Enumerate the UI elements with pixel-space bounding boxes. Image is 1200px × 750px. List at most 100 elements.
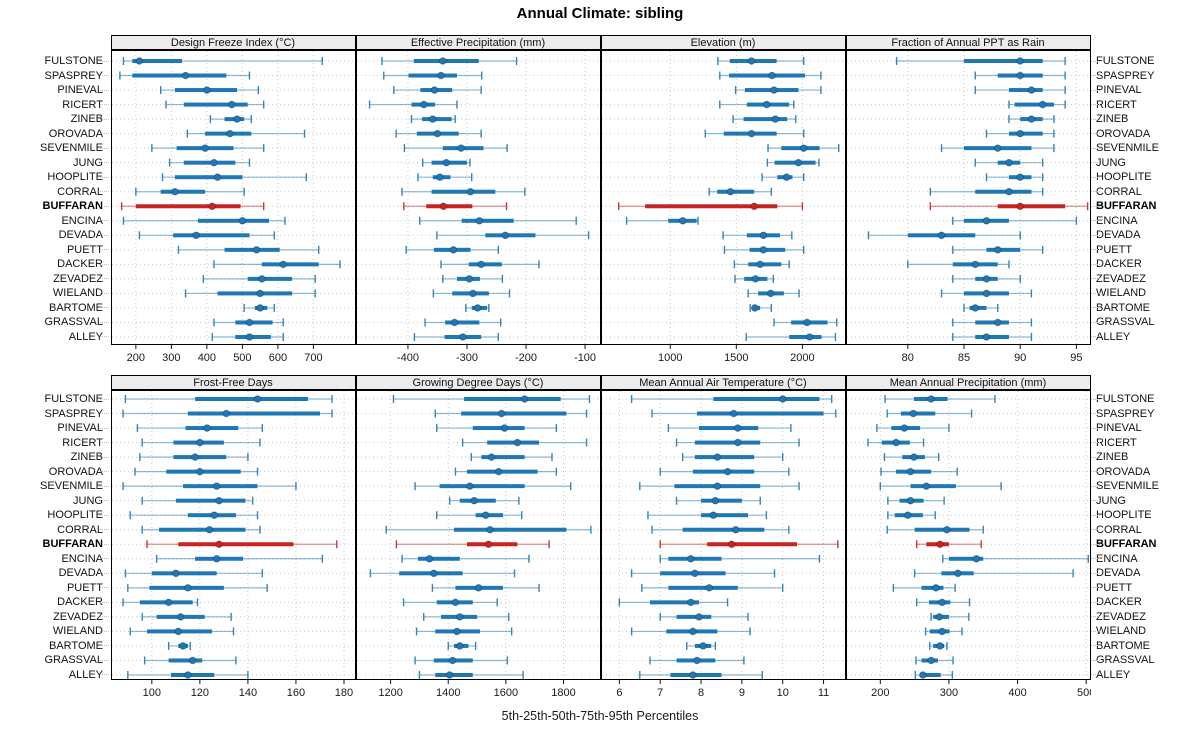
row-tick-left <box>100 442 109 444</box>
median-dot <box>448 656 456 665</box>
percentile-row <box>630 395 832 403</box>
percentile-row <box>155 554 323 563</box>
row-tick-right <box>1091 292 1100 294</box>
row-tick-left <box>100 321 109 323</box>
percentile-row <box>681 453 783 462</box>
median-dot <box>690 569 699 578</box>
row-tick-right <box>1091 176 1100 178</box>
panel-strip: Mean Annual Precipitation (mm) <box>845 375 1091 390</box>
row-tick-left <box>100 471 109 473</box>
median-dot <box>487 453 495 461</box>
station-label-right: SPASPREY <box>1096 407 1155 420</box>
median-dot <box>485 525 494 534</box>
row-tick-right <box>1091 456 1100 458</box>
median-dot <box>255 304 264 312</box>
station-label-right: ZEVADEZ <box>1096 610 1146 623</box>
station-label-left: ALLEY <box>68 668 103 681</box>
median-dot <box>520 395 528 403</box>
station-label-right: OROVADA <box>1096 127 1151 140</box>
station-label-left: SPASPREY <box>44 69 104 82</box>
station-label-right: BUFFARAN <box>1096 200 1157 213</box>
median-dot <box>500 424 508 432</box>
percentile-row <box>915 598 970 607</box>
median-dot <box>178 642 187 650</box>
percentile-row <box>928 641 948 650</box>
median-dot <box>749 202 758 211</box>
median-dot <box>942 525 951 534</box>
station-label-left: BUFFARAN <box>42 538 104 551</box>
median-dot <box>425 554 433 563</box>
panel-plot: 6 7 8 9 10 11 <box>600 390 846 699</box>
median-dot <box>501 231 509 240</box>
median-dot <box>473 304 481 312</box>
median-dot <box>931 584 940 592</box>
median-dot <box>436 71 445 80</box>
median-dot <box>694 613 703 621</box>
percentile-row <box>418 670 524 679</box>
percentile-row <box>143 656 237 665</box>
percentile-row <box>435 424 557 433</box>
row-tick-left <box>100 104 109 106</box>
row-tick-right <box>1091 572 1100 574</box>
station-label-left: SEVENMILE <box>40 480 103 493</box>
percentile-row <box>410 115 456 124</box>
median-dot <box>170 187 179 196</box>
station-label-left: DACKER <box>57 258 103 271</box>
row-tick-right <box>1091 278 1100 280</box>
percentile-row <box>136 424 263 433</box>
percentile-row <box>369 569 515 578</box>
percentile-row <box>914 656 954 665</box>
x-tick-label: 160 <box>286 687 304 699</box>
median-dot <box>191 231 200 240</box>
median-dot <box>805 333 813 341</box>
median-dot <box>762 100 771 109</box>
station-label-left: BARTOME <box>49 639 103 652</box>
station-label-right: PINEVAL <box>1096 84 1142 97</box>
row-tick-left <box>100 249 109 251</box>
median-dot <box>430 86 438 94</box>
median-dot <box>802 318 811 327</box>
median-dot <box>278 260 287 269</box>
percentile-row <box>167 641 191 650</box>
median-dot <box>751 275 759 283</box>
panel-strip-title: Mean Annual Air Temperature (°C) <box>639 377 807 389</box>
row-tick-left <box>100 307 109 309</box>
percentile-row <box>929 612 970 621</box>
median-dot <box>799 144 808 152</box>
percentile-row <box>659 467 790 476</box>
percentile-row <box>392 395 590 403</box>
row-tick-left <box>100 191 109 193</box>
percentile-row <box>145 540 337 549</box>
x-tick-label: 8 <box>697 687 703 699</box>
median-dot <box>221 409 230 418</box>
percentile-row <box>962 303 998 312</box>
station-label-right: SPASPREY <box>1096 69 1155 82</box>
median-dot <box>935 642 944 650</box>
x-tick-label: 80 <box>901 352 913 364</box>
percentile-row <box>368 100 458 109</box>
percentile-row <box>638 482 800 491</box>
median-dot <box>1004 187 1013 196</box>
percentile-row <box>951 274 1021 283</box>
percentile-row <box>118 71 250 80</box>
percentile-row <box>721 231 793 240</box>
station-label-right: PINEVAL <box>1096 422 1142 435</box>
percentile-row <box>202 274 316 283</box>
median-dot <box>900 424 908 432</box>
median-dot <box>937 627 946 636</box>
panel-strip: Growing Degree Days (°C) <box>355 375 601 390</box>
row-tick-left <box>100 529 109 531</box>
station-label-left: FULSTONE <box>44 55 103 67</box>
station-label-left: GRASSVAL <box>44 654 104 667</box>
row-tick-right <box>1091 514 1100 516</box>
percentile-row <box>431 583 540 592</box>
station-label-left: WIELAND <box>52 287 103 300</box>
row-tick-left <box>100 630 109 632</box>
median-dot <box>767 71 776 80</box>
median-dot <box>731 525 740 534</box>
percentile-row <box>638 670 763 679</box>
percentile-row <box>464 303 490 312</box>
station-label-right: DACKER <box>1096 596 1142 609</box>
percentile-row <box>929 187 1043 196</box>
median-dot <box>202 424 211 432</box>
